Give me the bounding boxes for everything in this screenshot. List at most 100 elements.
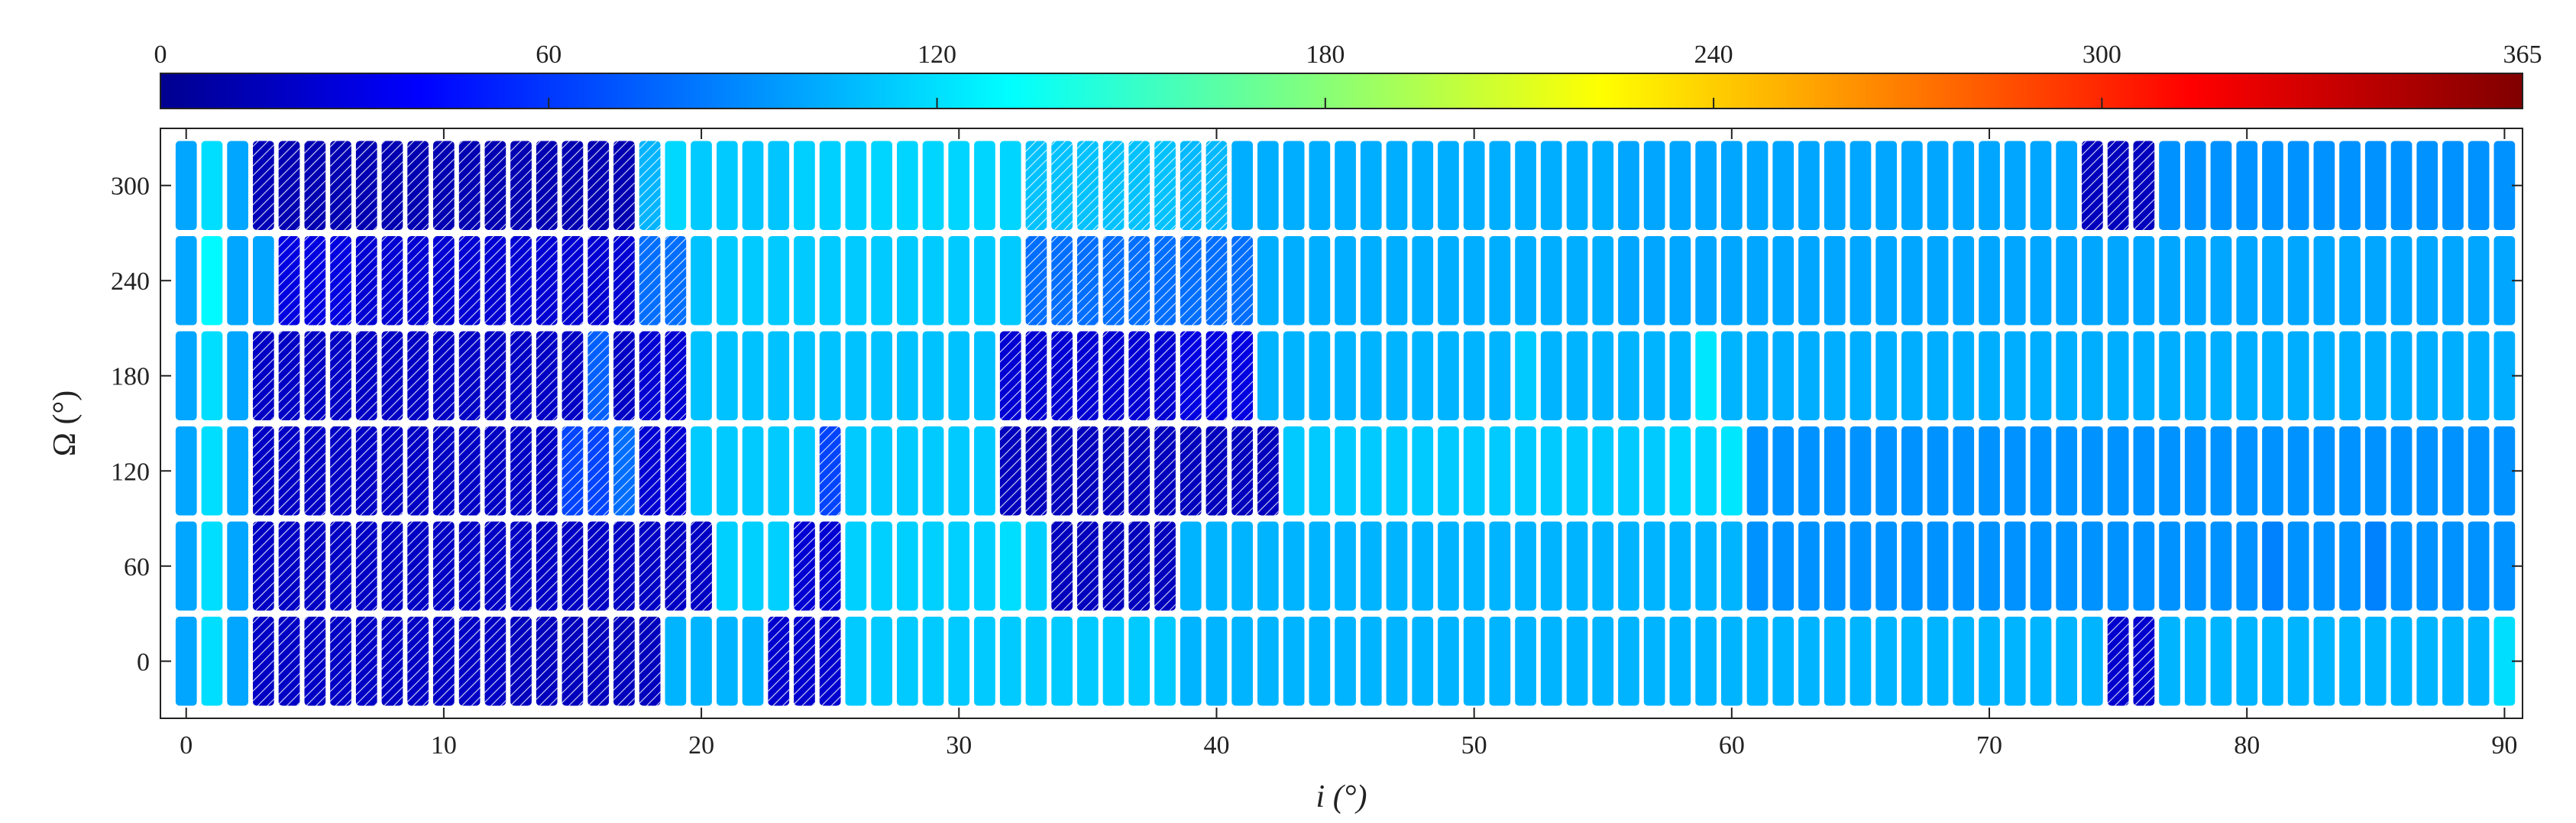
heatmap-cell [1335, 236, 1356, 326]
heatmap-cell [1515, 141, 1536, 230]
heatmap-cell-hatch [1205, 236, 1228, 326]
heatmap-cell [1540, 331, 1562, 420]
heatmap-cell-hatch [1025, 331, 1047, 420]
heatmap-cell [1643, 521, 1665, 611]
heatmap-cell-hatch [278, 331, 300, 420]
colorbar-tick-label: 60 [536, 41, 561, 69]
heatmap-cell-hatch [639, 141, 661, 230]
heatmap-cell [1901, 141, 1923, 230]
heatmap-cell [1283, 141, 1305, 230]
heatmap-cell [1566, 426, 1588, 516]
heatmap-cell [1695, 331, 1717, 420]
heatmap-cell [1360, 331, 1382, 420]
heatmap-cell-hatch [613, 617, 635, 706]
heatmap-cell-hatch [510, 426, 532, 516]
heatmap-cell [1051, 617, 1073, 706]
heatmap-cell [794, 236, 815, 326]
heatmap-cell [2468, 236, 2490, 326]
heatmap-cell [1643, 331, 1665, 420]
heatmap-cell [2313, 331, 2335, 420]
heatmap-cell [1283, 617, 1305, 706]
heatmap-cell [1979, 331, 2000, 420]
heatmap-cell [2416, 521, 2438, 611]
heatmap-cell [974, 331, 995, 420]
heatmap-cell-hatch [1231, 331, 1253, 420]
heatmap-cell [1746, 426, 1769, 516]
heatmap-cell-hatch [381, 617, 403, 706]
heatmap-cell-hatch [1205, 331, 1228, 420]
heatmap-cell [2364, 426, 2387, 516]
heatmap-cell-hatch [433, 521, 455, 611]
heatmap-cell [227, 141, 248, 230]
heatmap-cell [2030, 236, 2052, 326]
heatmap-cell [1927, 617, 1949, 706]
heatmap-cell [2287, 236, 2309, 326]
heatmap-cell [1772, 236, 1794, 326]
heatmap-cell [1849, 331, 1872, 420]
heatmap-cell [1772, 331, 1794, 420]
heatmap-cell [1669, 426, 1691, 516]
heatmap-cell-hatch [407, 521, 429, 611]
heatmap-cell [1515, 617, 1536, 706]
heatmap-cell-hatch [355, 331, 377, 420]
heatmap-cell [1566, 331, 1588, 420]
heatmap-cell [1643, 236, 1665, 326]
heatmap-cell [999, 617, 1021, 706]
heatmap-cell [974, 617, 995, 706]
heatmap-cell [1180, 617, 1202, 706]
heatmap-cell [1953, 426, 1975, 516]
heatmap-cell [691, 141, 712, 230]
heatmap-cell [1746, 236, 1769, 326]
heatmap-cell [717, 236, 738, 326]
heatmap-cell-hatch [1154, 331, 1176, 420]
heatmap-cell [2390, 617, 2413, 706]
heatmap-cell [2493, 141, 2516, 230]
heatmap-cell [1257, 617, 1279, 706]
heatmap-cell-hatch [484, 521, 506, 611]
heatmap-cell-hatch [510, 617, 532, 706]
heatmap-cell [2468, 617, 2490, 706]
heatmap-cell [2339, 141, 2361, 230]
heatmap-cell-hatch [1051, 521, 1073, 611]
heatmap-cell [2262, 521, 2283, 611]
heatmap-cell [1489, 331, 1511, 420]
heatmap-cell-hatch [330, 236, 351, 326]
heatmap-cell-hatch [536, 141, 558, 230]
heatmap-cell [2030, 331, 2052, 420]
heatmap-cell [717, 617, 738, 706]
heatmap-cell [691, 331, 712, 420]
heatmap-cell [1360, 141, 1382, 230]
heatmap-cell [1360, 617, 1382, 706]
y-axis: 0 60 120 180 240 300 [111, 173, 2523, 676]
heatmap-cell [2210, 141, 2232, 230]
heatmap-cell-hatch [1051, 141, 1073, 230]
heatmap-cell-hatch [1102, 426, 1125, 516]
heatmap-cell-hatch [1180, 236, 1202, 326]
heatmap-cell [1643, 141, 1665, 230]
heatmap-cell [2416, 331, 2438, 420]
heatmap-cell-hatch [639, 331, 661, 420]
heatmap-cell-hatch [1051, 236, 1073, 326]
heatmap-cell [2056, 426, 2077, 516]
heatmap-cell [1077, 617, 1099, 706]
heatmap-cell [2184, 236, 2206, 326]
heatmap-cell [1257, 236, 1279, 326]
heatmap-cell-hatch [561, 521, 584, 611]
heatmap-cell [897, 617, 918, 706]
heatmap-cell-hatch [587, 141, 610, 230]
heatmap-cell [1489, 521, 1511, 611]
heatmap-cell [742, 331, 764, 420]
heatmap-cell [691, 236, 712, 326]
heatmap-cell [1953, 521, 1975, 611]
heatmap-cell [1025, 521, 1047, 611]
heatmap-cell-hatch [819, 521, 841, 611]
heatmap-cell-hatch [1102, 141, 1125, 230]
heatmap-cell [2339, 521, 2361, 611]
heatmap-cell [1231, 521, 1253, 611]
heatmap-cell [1386, 521, 1408, 611]
heatmap-cell [742, 617, 764, 706]
heatmap-cell-hatch [1102, 521, 1125, 611]
heatmap-cell [1824, 426, 1846, 516]
heatmap-cell [2107, 521, 2129, 611]
heatmap-cell [1772, 617, 1794, 706]
